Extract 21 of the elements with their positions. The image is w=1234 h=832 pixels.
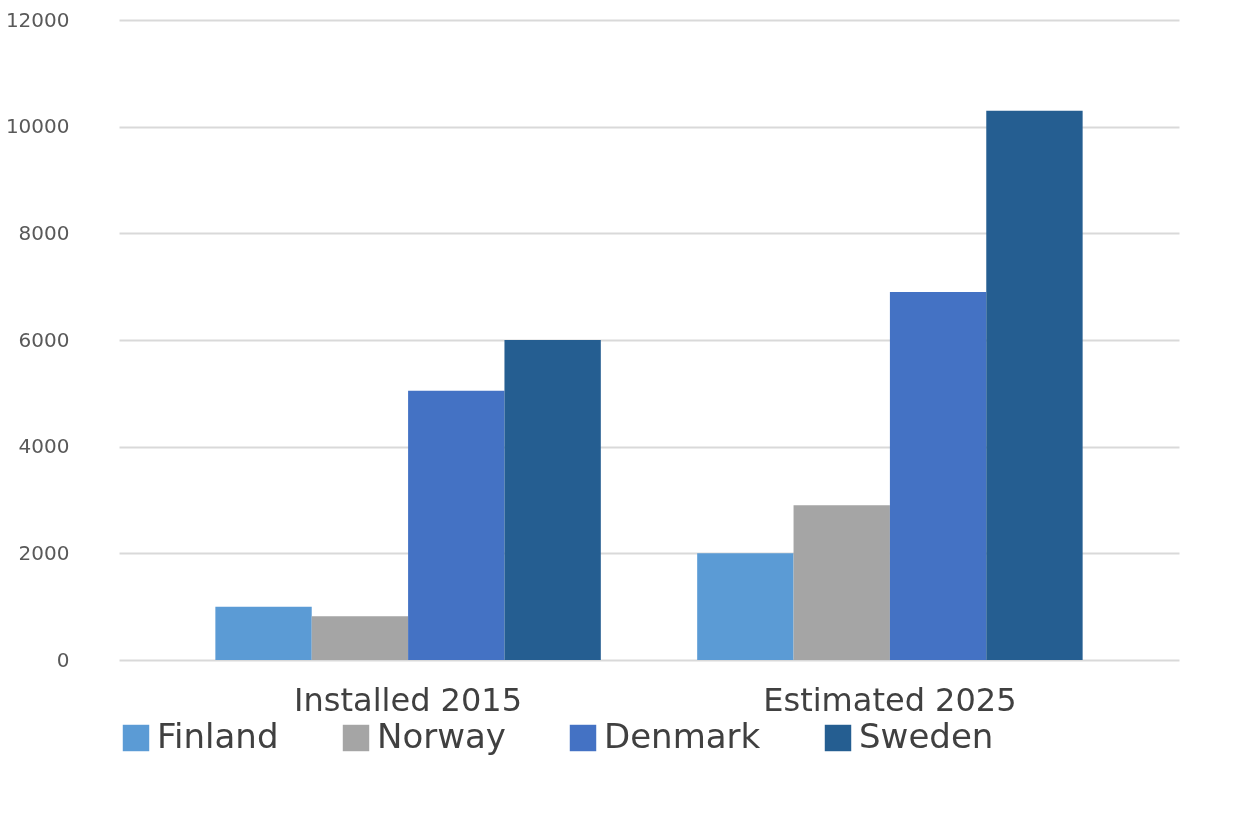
y-tick-label: 8000	[18, 220, 70, 245]
x-tick-label: Estimated 2025	[763, 680, 1017, 719]
legend-label: Finland	[157, 716, 279, 756]
y-tick-label: 0	[56, 647, 70, 672]
y-tick-label: 12000	[5, 7, 70, 32]
legend-label: Denmark	[604, 716, 761, 756]
bar	[504, 340, 601, 660]
bar	[215, 606, 312, 660]
y-tick-label: 10000	[5, 114, 70, 139]
bar	[793, 505, 890, 660]
bar	[889, 292, 987, 660]
y-tick-label: 6000	[18, 327, 70, 352]
y-tick-label: 2000	[18, 540, 70, 565]
bar	[311, 616, 409, 660]
legend-label: Sweden	[859, 716, 994, 756]
bar	[986, 110, 1083, 660]
x-tick-label: Installed 2015	[294, 680, 523, 719]
y-tick-label: 4000	[18, 434, 70, 459]
legend-label: Norway	[377, 716, 506, 756]
bar	[408, 390, 505, 660]
bar	[697, 553, 794, 660]
